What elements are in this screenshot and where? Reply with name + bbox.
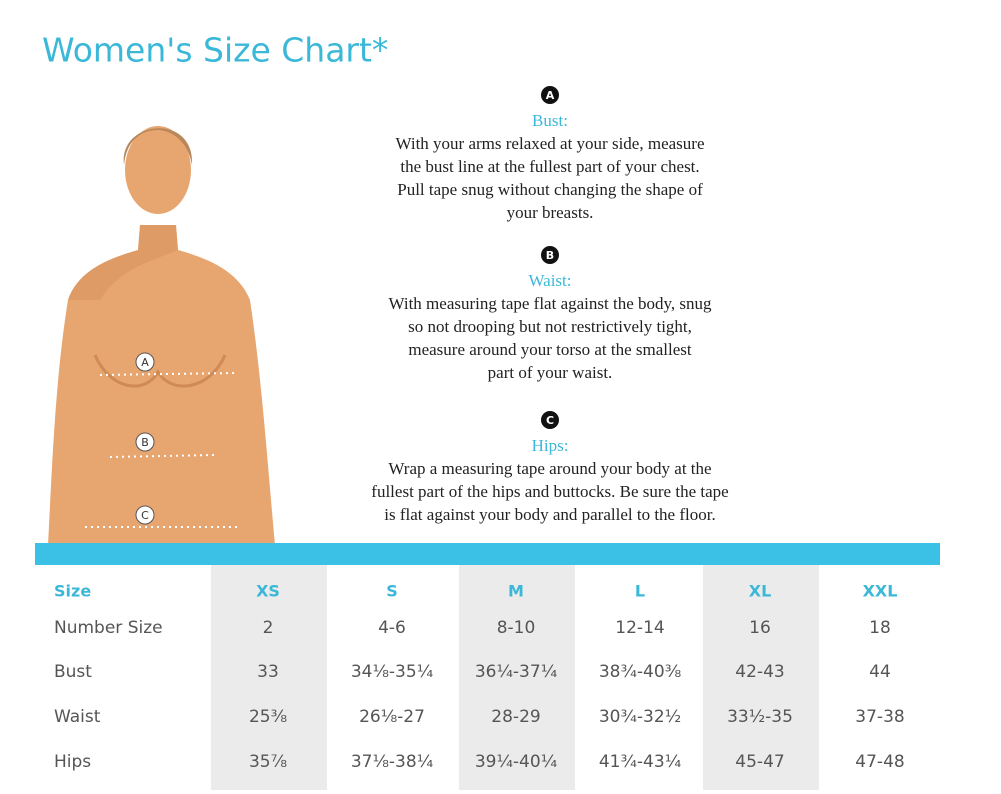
table-cell: 8-10 <box>497 618 536 638</box>
section-letter: C <box>546 414 554 427</box>
table-header: L <box>635 582 645 601</box>
marker-circle <box>135 432 155 452</box>
marker-letter: A <box>141 356 149 369</box>
table-cell: 47-48 <box>855 752 904 772</box>
row-label: Number Size <box>54 618 163 638</box>
section-line: fullest part of the hips and buttocks. B… <box>371 482 728 501</box>
table-cell: 45-47 <box>735 752 784 772</box>
section-heading: Waist: <box>528 271 571 290</box>
row-label: Waist <box>54 707 101 727</box>
table-cell: 16 <box>749 618 771 638</box>
section-heading: Hips: <box>532 436 569 455</box>
marker-circle <box>135 352 155 372</box>
table-header: XL <box>749 582 772 601</box>
row-label: Hips <box>54 752 91 772</box>
section-heading: Bust: <box>532 111 568 130</box>
section-line: With measuring tape flat against the bod… <box>388 294 712 313</box>
marker-letter: C <box>141 509 149 522</box>
table-cell: 12-14 <box>615 618 664 638</box>
table-cell: 37⅛-38¼ <box>351 752 433 772</box>
table-header: XXL <box>863 582 898 601</box>
section-badge <box>541 246 559 264</box>
table-cell: 28-29 <box>491 707 540 727</box>
table-cell: 42-43 <box>735 662 784 682</box>
table-cell: 37-38 <box>855 707 904 727</box>
table-cell: 41¾-43¼ <box>599 752 681 772</box>
table-cell: 39¼-40¼ <box>475 752 557 772</box>
section-line: is flat against your body and parallel t… <box>384 505 715 524</box>
table-header: Size <box>54 582 91 601</box>
shaded-column <box>211 565 327 790</box>
section-line: your breasts. <box>507 203 594 222</box>
table-cell: 34⅛-35¼ <box>351 662 433 682</box>
table-cell: 35⅞ <box>249 752 287 772</box>
table-cell: 36¼-37¼ <box>475 662 557 682</box>
table-cell: 18 <box>869 618 891 638</box>
section-line: measure around your torso at the smalles… <box>408 340 692 359</box>
section-line: Pull tape snug without changing the shap… <box>397 180 703 199</box>
row-label: Bust <box>54 662 92 682</box>
table-cell: 33 <box>257 662 279 682</box>
table-cell: 30¾-32½ <box>599 707 681 727</box>
table-cell: 25⅜ <box>249 707 287 727</box>
marker-letter: B <box>141 436 149 449</box>
table-cell: 38¾-40⅜ <box>599 662 681 682</box>
section-line: so not drooping but not restrictively ti… <box>408 317 692 336</box>
table-header: XS <box>256 582 280 601</box>
section-line: With your arms relaxed at your side, mea… <box>396 134 705 153</box>
section-letter: A <box>546 89 555 102</box>
table-header: S <box>386 582 398 601</box>
table-cell: 44 <box>869 662 891 682</box>
title: Women's Size Chart* <box>42 31 388 70</box>
section-line: Wrap a measuring tape around your body a… <box>388 459 711 478</box>
table-header: M <box>508 582 524 601</box>
section-line: part of your waist. <box>488 363 613 382</box>
table-cell: 26⅛-27 <box>359 707 425 727</box>
section-line: the bust line at the fullest part of you… <box>400 157 699 176</box>
body-figure <box>48 126 275 545</box>
table-cell: 33½-35 <box>727 707 793 727</box>
section-letter: B <box>546 249 554 262</box>
table-cell: 4-6 <box>378 618 406 638</box>
section-badge <box>541 411 559 429</box>
marker-circle <box>135 505 155 525</box>
shaded-column <box>459 565 575 790</box>
section-badge <box>541 86 559 104</box>
table-cell: 2 <box>263 618 274 638</box>
shaded-column <box>703 565 819 790</box>
